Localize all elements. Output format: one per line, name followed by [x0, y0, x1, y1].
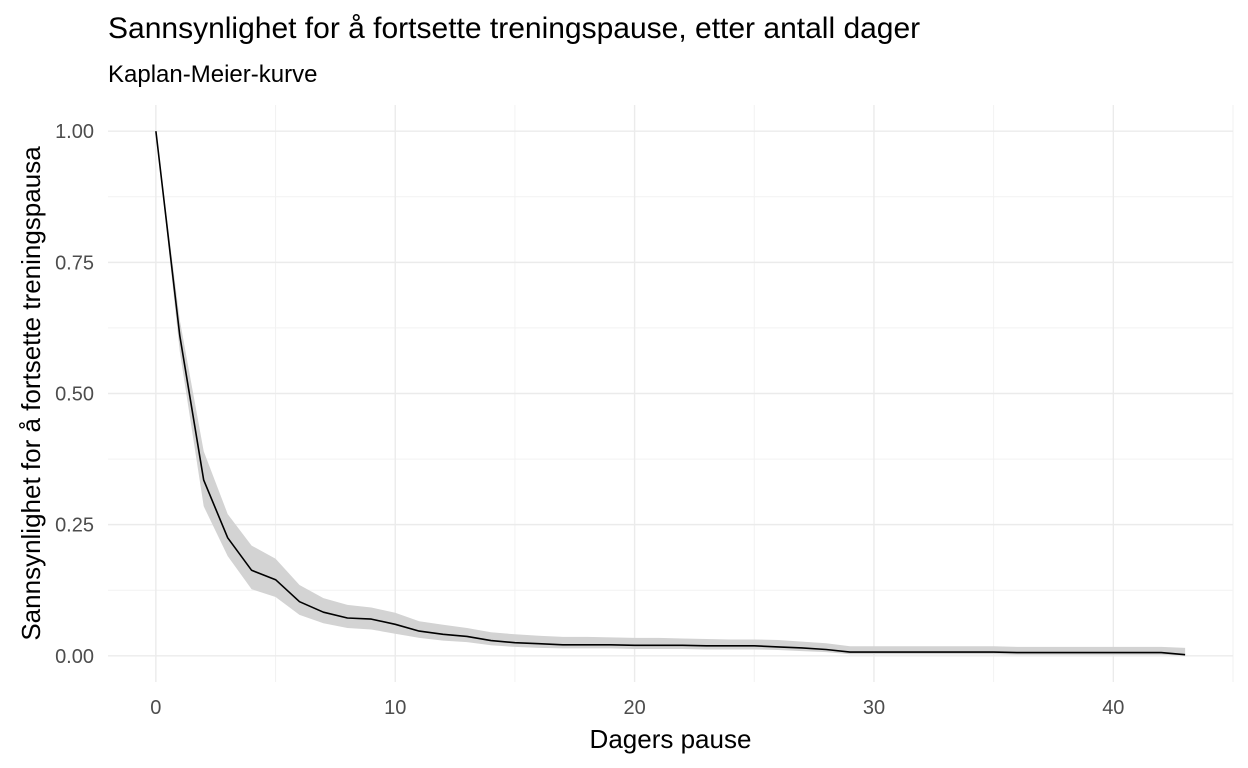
x-tick-label: 10	[384, 697, 406, 719]
y-tick-label: 0.50	[55, 384, 94, 406]
x-axis-ticks: 0 10 20 30 40	[150, 697, 1124, 719]
y-tick-label: 0.25	[55, 515, 94, 537]
x-tick-label: 20	[623, 697, 645, 719]
y-axis-ticks: 0.00 0.25 0.50 0.75 1.00	[55, 121, 94, 668]
survival-line-layer	[155, 131, 1186, 656]
x-tick-label: 30	[863, 697, 885, 719]
grid-major	[108, 105, 1233, 682]
y-tick-label: 0.00	[55, 646, 94, 668]
y-tick-label: 0.75	[55, 252, 94, 274]
y-axis-title: Sannsynlighet for å fortsette treningspa…	[16, 146, 46, 641]
chart-title: Sannsynlighet for å fortsette treningspa…	[108, 12, 921, 45]
survival-line	[155, 131, 1186, 656]
x-tick-label: 40	[1102, 697, 1124, 719]
y-tick-label: 1.00	[55, 121, 94, 143]
x-axis-title: Dagers pause	[590, 724, 752, 754]
chart-subtitle: Kaplan-Meier-kurve	[108, 61, 318, 88]
x-tick-label: 0	[150, 697, 161, 719]
